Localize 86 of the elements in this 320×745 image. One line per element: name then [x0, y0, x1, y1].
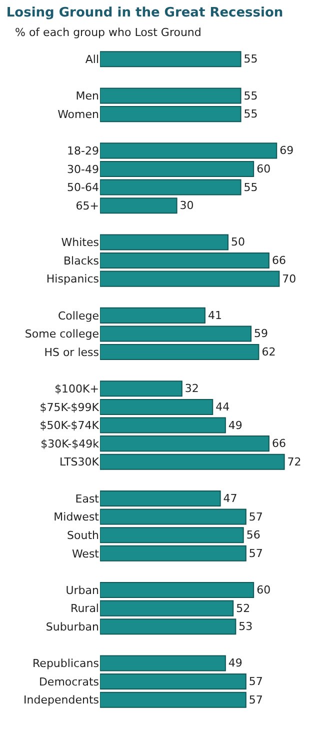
y-tick-label: Blacks [64, 254, 100, 268]
bar [100, 198, 178, 214]
y-tick-label: South [67, 528, 100, 542]
bar [100, 454, 285, 470]
data-label: 32 [184, 382, 199, 396]
y-tick-label: College [58, 309, 100, 322]
bar [100, 692, 246, 708]
data-label: 72 [287, 455, 302, 468]
bar [100, 508, 246, 525]
bar [100, 270, 280, 287]
bar [100, 436, 270, 452]
data-label: 66 [272, 437, 286, 450]
y-tick-label: Suburban [46, 620, 100, 634]
bar [100, 88, 242, 104]
y-tick-label: West [72, 547, 100, 560]
y-tick-label: Republicans [32, 657, 100, 670]
data-label: 44 [216, 400, 230, 414]
data-label: 52 [236, 602, 250, 615]
y-tick-label: $75K-$99K [40, 400, 100, 414]
bar [100, 490, 221, 506]
bar [100, 307, 206, 324]
data-label: 57 [248, 510, 263, 524]
bar [100, 380, 182, 397]
y-tick-label: Whites [61, 236, 100, 250]
y-tick-label: All [85, 53, 99, 66]
bar [100, 106, 242, 122]
data-label: 60 [256, 162, 271, 176]
y-tick-label: HS or less [44, 346, 100, 359]
y-tick-label: 30-49 [67, 162, 99, 176]
bar [100, 252, 270, 269]
data-label: 70 [282, 272, 296, 286]
y-tick-label: LTS30K [59, 456, 100, 469]
y-tick-label: Some college [24, 328, 100, 341]
y-tick-label: Urban [66, 584, 100, 597]
bar [100, 160, 254, 177]
bar [100, 618, 236, 635]
data-label: 55 [244, 52, 258, 66]
data-label: 59 [254, 327, 268, 340]
data-label: 50 [230, 236, 245, 249]
data-label: 57 [248, 546, 263, 560]
data-label: 55 [244, 89, 258, 102]
y-tick-label: 18-29 [67, 144, 99, 158]
bar [100, 398, 214, 415]
bar [100, 674, 246, 690]
data-label: 41 [208, 308, 222, 322]
data-label: 55 [244, 180, 258, 194]
y-tick-label: Independents [24, 694, 100, 707]
data-label: 66 [272, 254, 286, 268]
bar [100, 142, 278, 159]
data-label: 62 [262, 346, 276, 359]
chart-title: Losing Ground in the Great Recession [6, 6, 284, 21]
data-label: 47 [223, 492, 238, 505]
y-tick-label: 50-64 [67, 181, 99, 194]
bar [100, 234, 228, 250]
bar [100, 527, 244, 544]
data-label: 53 [238, 620, 253, 634]
bar [100, 545, 246, 562]
y-tick-label: Democrats [38, 675, 100, 688]
bar [100, 344, 260, 360]
bar [100, 655, 226, 672]
bar [100, 600, 234, 616]
data-label: 49 [228, 656, 242, 670]
y-tick-label: Hispanics [46, 272, 100, 286]
data-label: 60 [256, 584, 271, 597]
y-tick-label: $30K-$49k [40, 437, 100, 450]
y-tick-label: Women [58, 108, 100, 121]
data-label: 55 [244, 108, 258, 121]
bar [100, 51, 242, 68]
y-tick-label: $50K-$74K [40, 419, 100, 432]
data-label: 57 [248, 675, 263, 688]
y-tick-label: East [75, 492, 100, 506]
bar [100, 326, 252, 342]
bar [100, 417, 226, 434]
chart-subtitle: % of each group who Lost Ground [15, 26, 202, 39]
data-label: 56 [246, 528, 260, 542]
data-label: 30 [180, 199, 194, 212]
data-label: 69 [280, 144, 294, 158]
y-tick-label: Rural [70, 602, 99, 616]
data-label: 57 [248, 693, 263, 706]
y-tick-label: Midwest [54, 510, 100, 524]
y-tick-label: $100K+ [54, 382, 99, 396]
y-tick-label: 65+ [76, 199, 99, 212]
bar [100, 582, 254, 598]
y-tick-label: Men [76, 90, 100, 103]
bar [100, 179, 242, 196]
data-label: 49 [228, 418, 242, 432]
